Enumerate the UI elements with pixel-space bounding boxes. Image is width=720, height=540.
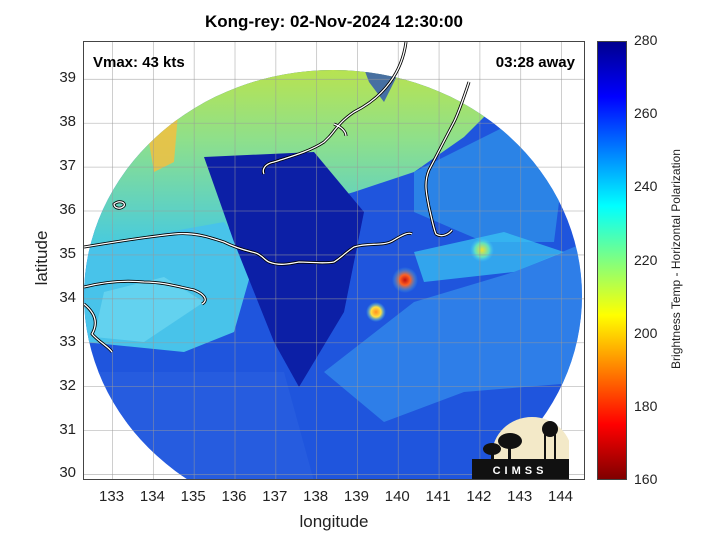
x-axis-label: longitude bbox=[299, 512, 369, 531]
y-tick-label: 32 bbox=[59, 376, 76, 394]
y-tick-label: 35 bbox=[59, 244, 76, 262]
x-tick-label: 136 bbox=[221, 488, 247, 505]
colorbar-label: Brightness Temp - Horizontal Polarizatio… bbox=[669, 149, 683, 369]
y-tick-label: 30 bbox=[59, 464, 76, 482]
x-tick-label: 137 bbox=[262, 488, 288, 505]
colorbar-tick-label: 280 bbox=[634, 32, 658, 48]
y-tick-label: 36 bbox=[59, 201, 76, 218]
x-tick-label: 144 bbox=[547, 488, 574, 505]
y-tick-label: 39 bbox=[59, 69, 76, 87]
time-away-label: 03:28 away bbox=[495, 54, 575, 71]
x-tick-label: 139 bbox=[343, 488, 369, 505]
colorbar-tick-label: 220 bbox=[634, 251, 658, 268]
swath-image bbox=[84, 70, 582, 479]
x-tick-label: 143 bbox=[507, 488, 533, 505]
map-plot-area[interactable] bbox=[83, 41, 585, 480]
colorbar-tick-label: 180 bbox=[634, 397, 658, 414]
cimss-logo: CIMSS bbox=[472, 417, 569, 479]
x-tick-label: 141 bbox=[425, 488, 451, 505]
x-tick-label: 133 bbox=[99, 488, 125, 505]
plot-title: Kong-rey: 02-Nov-2024 12:30:00 bbox=[205, 12, 463, 31]
colorbar-tick-label: 200 bbox=[634, 324, 658, 341]
y-tick-label: 37 bbox=[59, 157, 76, 175]
y-tick-label: 34 bbox=[59, 288, 76, 306]
vmax-label: Vmax: 43 kts bbox=[93, 54, 185, 71]
y-tick-label: 33 bbox=[59, 332, 76, 350]
y-axis-label: latitude bbox=[32, 230, 51, 286]
y-tick-label: 31 bbox=[59, 420, 76, 438]
logo-text: CIMSS bbox=[493, 465, 548, 477]
y-tick-label: 38 bbox=[59, 113, 76, 131]
x-tick-label: 140 bbox=[384, 488, 410, 505]
colorbar bbox=[597, 41, 627, 480]
colorbar-tick-label: 260 bbox=[634, 105, 658, 122]
brightness-temp-map bbox=[84, 42, 584, 479]
colorbar-tick-label: 160 bbox=[634, 471, 658, 487]
x-tick-label: 142 bbox=[466, 488, 492, 505]
x-tick-label: 134 bbox=[139, 488, 165, 505]
x-tick-label: 135 bbox=[180, 488, 206, 505]
colorbar-tick-label: 240 bbox=[634, 178, 658, 195]
x-tick-label: 138 bbox=[303, 488, 329, 505]
